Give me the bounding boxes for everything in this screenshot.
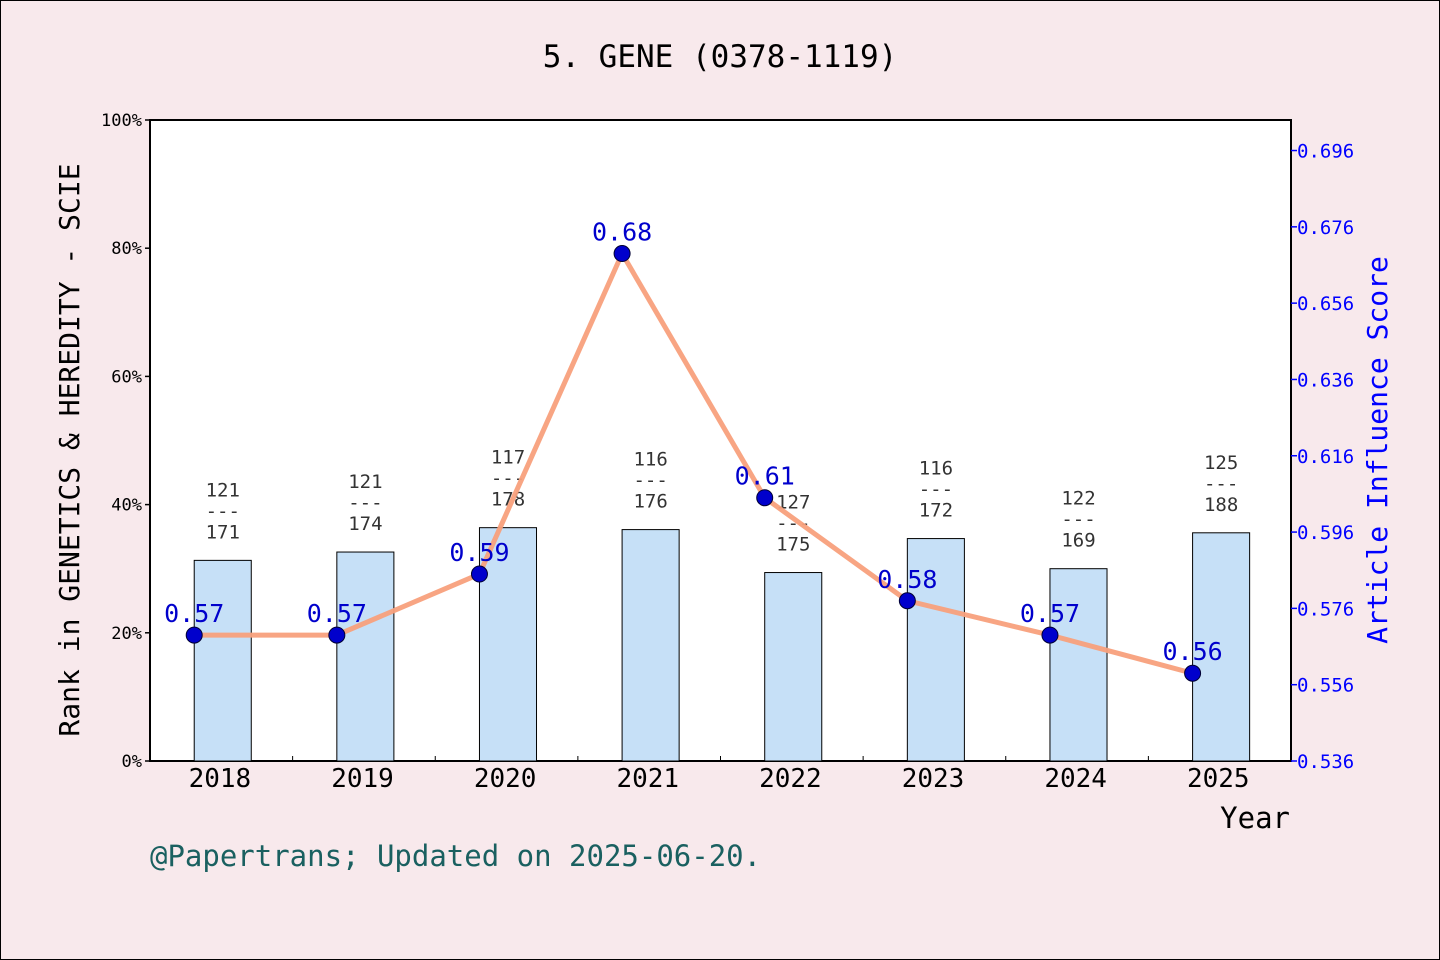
right-tick-label: 0.536	[1297, 751, 1354, 773]
bar	[764, 572, 823, 762]
bar-fraction-divider: ---	[1204, 473, 1238, 495]
series-point	[756, 489, 774, 507]
bar-rank-label: 125	[1204, 452, 1238, 474]
series-point-label: 0.61	[735, 462, 795, 491]
series-point-label: 0.57	[164, 599, 224, 628]
bar-rank-label: 121	[348, 471, 382, 493]
series-line	[194, 251, 1194, 676]
series-point	[1041, 626, 1059, 644]
left-tick-label: 40%	[111, 496, 142, 516]
bar	[478, 527, 538, 762]
bar-total-label: 188	[1204, 494, 1238, 516]
left-tick-label: 80%	[111, 239, 142, 259]
series-point-label: 0.56	[1162, 637, 1222, 666]
right-tick-label: 0.556	[1297, 675, 1354, 697]
chart-title: 5. GENE (0378-1119)	[543, 39, 898, 75]
x-tick-label: 2025	[1187, 764, 1250, 794]
bar-fraction-divider: ---	[1061, 509, 1095, 531]
bar-total-label: 175	[776, 534, 810, 556]
bar	[1049, 568, 1108, 762]
bar-fraction-divider: ---	[776, 513, 810, 535]
bar-fraction-divider: ---	[919, 479, 953, 501]
bar-fraction-divider: ---	[633, 470, 667, 492]
bar	[906, 538, 965, 762]
x-tick-label: 2022	[759, 764, 822, 794]
plot-area	[149, 119, 1292, 762]
x-tick-label: 2020	[474, 764, 537, 794]
bar-total-label: 176	[633, 491, 667, 513]
bar-total-label: 172	[919, 500, 953, 522]
series-point	[328, 626, 346, 644]
series-point-label: 0.68	[592, 218, 652, 247]
x-tick-label: 2018	[189, 764, 252, 794]
bar-total-label: 169	[1061, 530, 1095, 552]
left-tick-label: 20%	[111, 624, 142, 644]
bar	[621, 529, 680, 762]
x-axis-label: Year	[1220, 801, 1290, 835]
series-point-label: 0.59	[449, 538, 509, 567]
right-tick-label: 0.576	[1297, 598, 1354, 620]
left-tick-label: 60%	[111, 367, 142, 387]
bar	[336, 551, 395, 762]
x-tick-label: 2024	[1044, 764, 1107, 794]
series-point	[1184, 664, 1202, 682]
series-point	[185, 626, 203, 644]
bar-total-label: 174	[348, 513, 382, 535]
left-tick-label: 100%	[101, 111, 142, 131]
right-tick-label: 0.656	[1297, 293, 1354, 315]
right-tick-label: 0.616	[1297, 446, 1354, 468]
x-tick-label: 2019	[331, 764, 394, 794]
right-tick-label: 0.636	[1297, 369, 1354, 391]
bar-rank-label: 116	[919, 458, 953, 480]
bar-rank-label: 127	[776, 492, 810, 514]
left-tick-label: 0%	[122, 752, 142, 772]
series-point-label: 0.57	[307, 599, 367, 628]
bar-fraction-divider: ---	[491, 468, 525, 490]
bar	[193, 559, 252, 762]
bar-rank-label: 121	[206, 479, 240, 501]
bar-rank-label: 116	[633, 449, 667, 471]
right-tick-label: 0.596	[1297, 522, 1354, 544]
x-tick-label: 2021	[616, 764, 679, 794]
x-tick-label: 2023	[902, 764, 965, 794]
bar-fraction-divider: ---	[348, 492, 382, 514]
y-axis-left-label: Rank in GENETICS & HEREDITY - SCIE	[53, 163, 86, 736]
right-tick-label: 0.676	[1297, 217, 1354, 239]
series-point-label: 0.57	[1020, 599, 1080, 628]
series-point	[613, 245, 631, 263]
series-point	[898, 592, 916, 610]
bar-rank-label: 122	[1061, 488, 1095, 510]
bar-rank-label: 117	[491, 447, 525, 469]
right-tick-label: 0.696	[1297, 141, 1354, 163]
footer-credit: @Papertrans; Updated on 2025-06-20.	[150, 839, 761, 873]
bar	[1192, 532, 1251, 762]
series-point-label: 0.58	[877, 565, 937, 594]
bar-fraction-divider: ---	[206, 500, 240, 522]
series-point	[470, 565, 488, 583]
bar-total-label: 171	[206, 521, 240, 543]
y-axis-right-label: Article Influence Score	[1361, 256, 1394, 644]
